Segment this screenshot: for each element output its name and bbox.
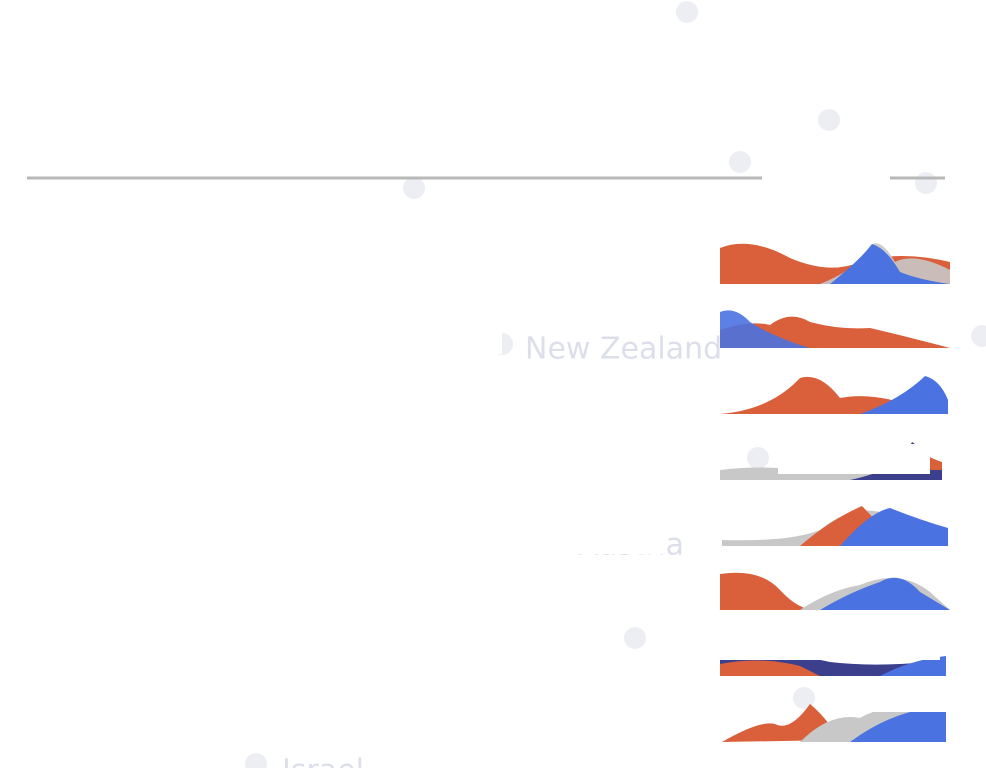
- country-label: Israel: [282, 754, 364, 768]
- redaction-boxes: [30, 0, 978, 746]
- density-plots: [720, 243, 950, 742]
- country-label: New Zealand: [525, 332, 722, 367]
